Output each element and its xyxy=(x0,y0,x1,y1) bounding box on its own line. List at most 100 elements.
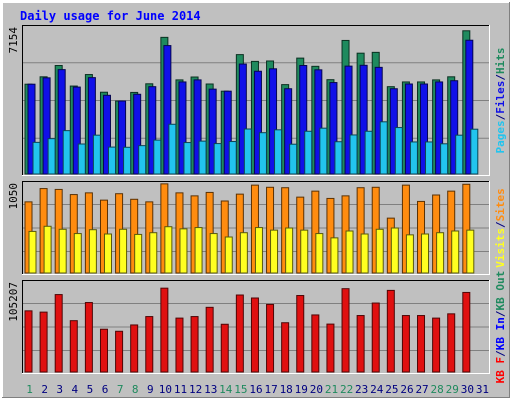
legend: KB F/KB In/KB Out xyxy=(494,271,507,384)
legend-entry: / xyxy=(494,221,507,228)
bar-files-day-5 xyxy=(87,77,96,175)
bar-pages-day-20 xyxy=(319,127,328,175)
day-tick-label: 30 xyxy=(461,383,474,396)
bar-visits-day-2 xyxy=(43,225,52,274)
bar-kb-in-day-13 xyxy=(205,306,214,373)
bar-files-day-29 xyxy=(450,80,459,175)
day-tick-label: 4 xyxy=(72,383,79,396)
bar-pages-day-6 xyxy=(107,146,116,175)
bar-files-day-10 xyxy=(163,45,172,175)
day-tick-label: 13 xyxy=(204,383,217,396)
day-tick-label: 23 xyxy=(355,383,368,396)
bar-visits-day-9 xyxy=(149,232,158,274)
bar-visits-day-18 xyxy=(285,227,294,274)
bar-pages-day-14 xyxy=(228,141,237,175)
legend-entry: Hits xyxy=(494,48,507,75)
legend: Pages/Files/Hits xyxy=(494,48,507,154)
bar-pages-day-11 xyxy=(183,142,192,175)
bar-kb-in-day-6 xyxy=(99,328,108,373)
bar-files-day-12 xyxy=(193,79,202,175)
bar-pages-day-4 xyxy=(77,143,86,175)
bar-files-day-26 xyxy=(404,83,413,175)
bar-pages-day-22 xyxy=(349,134,358,175)
bar-pages-day-24 xyxy=(379,121,388,175)
chart-panels: 7154Pages/Files/Hits1050Visits/Sites1052… xyxy=(7,25,507,383)
bar-visits-day-28 xyxy=(436,232,445,274)
day-tick-label: 17 xyxy=(264,383,277,396)
bar-pages-day-17 xyxy=(274,129,283,175)
bar-files-day-4 xyxy=(72,86,81,175)
day-tick-label: 8 xyxy=(132,383,139,396)
legend: Visits/Sites xyxy=(494,188,507,268)
bar-pages-day-1 xyxy=(32,141,41,175)
day-tick-label: 18 xyxy=(280,383,293,396)
bar-pages-day-25 xyxy=(394,127,403,175)
bar-files-day-19 xyxy=(299,65,308,175)
bar-files-day-27 xyxy=(420,83,429,175)
bar-visits-day-4 xyxy=(73,233,82,274)
bar-files-day-23 xyxy=(359,64,368,175)
bar-kb-in-day-8 xyxy=(130,324,139,373)
series-files xyxy=(27,39,474,175)
bar-visits-day-22 xyxy=(345,230,354,274)
bar-files-day-21 xyxy=(329,82,338,175)
bar-visits-day-30 xyxy=(466,229,475,274)
bar-visits-day-25 xyxy=(390,227,399,274)
day-tick-label: 31 xyxy=(476,383,489,396)
bar-pages-day-10 xyxy=(168,123,177,175)
bar-pages-day-16 xyxy=(258,132,267,175)
bar-pages-day-3 xyxy=(62,130,71,175)
day-tick-label: 12 xyxy=(189,383,202,396)
bar-kb-in-day-17 xyxy=(266,303,275,373)
legend-entry: / xyxy=(494,74,507,81)
legend-entry: KB In xyxy=(494,317,507,350)
day-tick-label: 19 xyxy=(295,383,308,396)
legend-entry: Pages xyxy=(494,120,507,153)
day-tick-label: 29 xyxy=(446,383,459,396)
day-tick-label: 24 xyxy=(370,383,384,396)
bar-kb-in-day-15 xyxy=(235,294,244,373)
legend-entry: Sites xyxy=(494,188,507,221)
bar-visits-day-27 xyxy=(421,233,430,274)
bar-pages-day-15 xyxy=(243,128,252,175)
day-tick-label: 27 xyxy=(415,383,428,396)
bar-visits-day-20 xyxy=(315,233,324,274)
bar-visits-day-23 xyxy=(360,233,369,274)
bar-pages-day-19 xyxy=(304,130,313,175)
bar-pages-day-13 xyxy=(213,143,222,175)
legend-entry: Files xyxy=(494,81,507,114)
bar-kb-in-day-22 xyxy=(341,288,350,373)
bar-kb-in-day-26 xyxy=(401,315,410,373)
bar-files-day-1 xyxy=(27,83,36,175)
bar-kb-in-day-21 xyxy=(326,323,335,373)
bar-kb-in-day-30 xyxy=(462,291,471,373)
bar-pages-day-23 xyxy=(364,130,373,175)
bar-files-day-14 xyxy=(223,90,232,175)
bar-visits-day-6 xyxy=(103,233,112,274)
bar-visits-day-24 xyxy=(375,228,384,274)
bar-files-day-8 xyxy=(133,93,142,175)
bar-pages-day-5 xyxy=(92,134,101,175)
bar-pages-day-28 xyxy=(440,143,449,175)
legend-entry: / xyxy=(494,310,507,317)
day-tick-label: 9 xyxy=(147,383,154,396)
bar-files-day-30 xyxy=(465,39,474,175)
bar-kb-in-day-28 xyxy=(432,317,441,373)
bar-kb-in-day-27 xyxy=(417,315,426,373)
bar-pages-day-7 xyxy=(123,146,132,175)
bar-pages-day-12 xyxy=(198,140,207,175)
bar-kb-in-day-4 xyxy=(69,320,78,373)
bar-kb-in-day-12 xyxy=(190,316,199,373)
bar-kb-in-day-20 xyxy=(311,314,320,373)
y-max-label: 105207 xyxy=(7,282,20,322)
day-tick-label: 21 xyxy=(325,383,338,396)
series-pages xyxy=(32,121,479,175)
bar-pages-day-2 xyxy=(47,138,56,175)
legend-entry: KB F xyxy=(494,357,507,384)
bar-files-day-15 xyxy=(238,63,247,175)
bar-visits-day-16 xyxy=(254,227,263,274)
series-visits xyxy=(28,225,475,274)
